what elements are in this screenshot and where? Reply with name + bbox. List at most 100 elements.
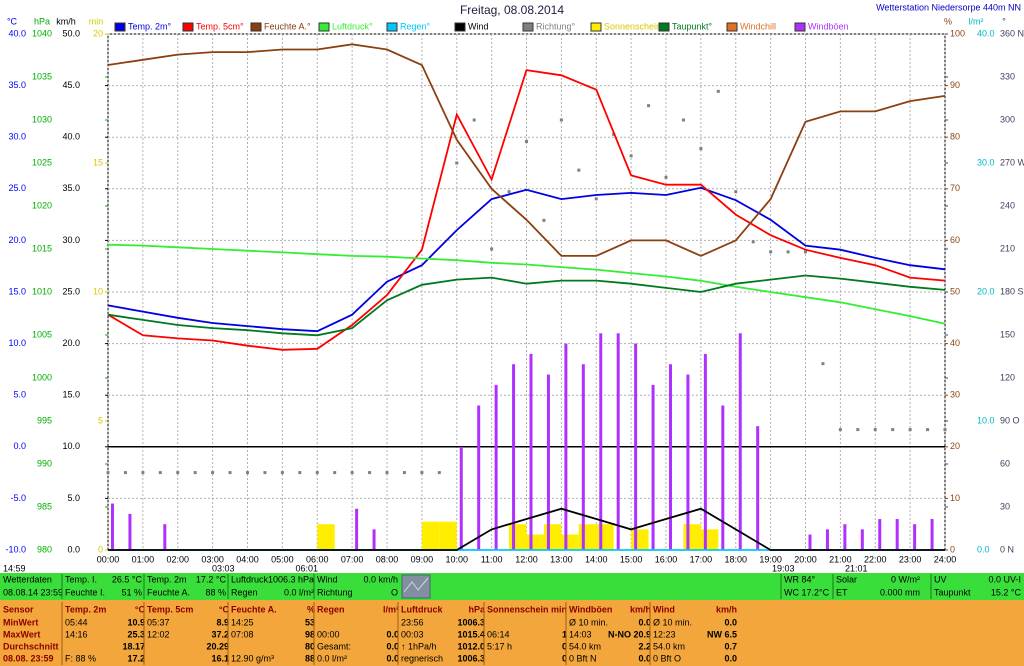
table-header: Durchschnitt: [3, 641, 59, 651]
y-tick-label: 990: [37, 458, 52, 468]
y-tick-label: 270 W: [1000, 157, 1024, 167]
y-tick-label: 0.0: [67, 544, 80, 554]
direction-dot: [437, 471, 441, 475]
gust-bar: [843, 524, 847, 550]
gust-bar: [913, 524, 917, 550]
direction-dot: [594, 197, 598, 201]
status-value: O: [391, 587, 398, 597]
table-header: MinWert: [3, 617, 38, 627]
table-cell: 14:25: [231, 617, 254, 627]
table-cell: 05:44: [65, 617, 88, 627]
axis-unit: km/h: [56, 16, 76, 26]
direction-dot: [246, 471, 249, 475]
table-cell: 0: [562, 653, 567, 663]
gust-bar: [669, 364, 672, 550]
table-header: hPa: [468, 604, 486, 614]
table-header: Sensor: [3, 604, 34, 614]
status-label: Feuchte I.: [65, 587, 105, 597]
status-value: 26.5 °C: [112, 574, 143, 584]
sunshine-bar: [543, 524, 562, 550]
direction-dot: [106, 471, 110, 475]
direction-dot: [193, 471, 197, 475]
table-cell: 1006.3: [457, 617, 485, 627]
gust-bar: [355, 508, 359, 550]
y-tick-label: 40: [950, 338, 960, 348]
y-tick-label: 980: [37, 544, 52, 554]
series-line: [107, 243, 946, 325]
x-tick-label: 05:00: [271, 554, 294, 564]
gust-bar: [599, 333, 603, 550]
time-annotation: 14:59: [3, 563, 26, 573]
gust-bar: [529, 353, 533, 550]
direction-dot: [350, 471, 354, 475]
direction-dot: [542, 218, 546, 222]
sunshine-bar: [631, 529, 649, 550]
direction-dot: [734, 190, 738, 194]
y-tick-label: -10.0: [5, 544, 26, 554]
y-tick-label: 60: [1000, 458, 1010, 468]
direction-dot: [507, 190, 511, 194]
time-annotation: 21:01: [845, 563, 868, 573]
direction-dot: [751, 240, 755, 244]
y-tick-label: 25.0: [62, 286, 80, 296]
y-tick-label: 1015: [32, 243, 52, 253]
sunshine-bar: [561, 534, 579, 550]
gust-bar: [895, 519, 899, 550]
x-tick-label: 22:00: [864, 554, 887, 564]
table-cell: 14:03: [569, 629, 592, 639]
direction-dot: [402, 471, 406, 475]
table-cell: 1: [562, 629, 567, 639]
y-tick-label: 30.0: [62, 235, 80, 245]
status-value: 88 %: [205, 587, 226, 597]
direction-dot: [699, 147, 703, 151]
table-cell: Ø 10 min.: [569, 617, 608, 627]
direction-dot: [123, 471, 127, 475]
x-tick-label: 11:00: [481, 554, 503, 564]
table-header: Wind: [653, 604, 675, 614]
y-tick-label: 100: [950, 28, 965, 38]
y-tick-label: 995: [37, 415, 52, 425]
legend-label: Wind: [468, 21, 489, 31]
gust-bar: [860, 529, 864, 550]
gust-bar: [878, 519, 882, 550]
direction-dot: [141, 471, 145, 475]
direction-dot: [891, 428, 895, 432]
table-cell: 17.2: [127, 653, 145, 663]
x-tick-label: 07:00: [341, 554, 364, 564]
y-tick-label: 90 O: [1000, 415, 1020, 425]
direction-dot: [455, 161, 459, 165]
table-cell: 80: [305, 641, 315, 651]
y-tick-label: 35.0: [62, 183, 80, 193]
x-tick-label: 04:00: [236, 554, 259, 564]
table-cell: 20.29: [206, 641, 229, 651]
x-tick-label: 10:00: [445, 554, 468, 564]
table-cell: 0: [562, 641, 567, 651]
legend-swatch: [726, 22, 738, 32]
x-tick-label: 12:00: [515, 554, 538, 564]
y-tick-label: 1000: [32, 372, 52, 382]
table-cell: 53: [305, 617, 315, 627]
table-cell: 00:03: [401, 629, 424, 639]
y-tick-label: 10.0: [62, 441, 80, 451]
series-line: [107, 69, 946, 351]
y-tick-label: 15.0: [62, 390, 80, 400]
table-header: km/h: [630, 604, 651, 614]
direction-dot: [228, 471, 232, 475]
y-tick-label: 330: [1000, 71, 1015, 81]
status-value: 17.2 °C: [196, 574, 227, 584]
axis-unit: °: [1002, 16, 1006, 26]
y-tick-label: 120: [1000, 372, 1015, 382]
legend-label: Feuchte A.°: [264, 21, 311, 31]
y-tick-label: 1005: [32, 329, 52, 339]
direction-dot: [943, 428, 947, 432]
y-tick-label: 25.0: [8, 183, 26, 193]
direction-dot: [821, 362, 825, 366]
status-label: Regen: [231, 587, 258, 597]
direction-dot: [525, 140, 528, 143]
status-label: Taupunkt: [934, 587, 971, 597]
axis-unit: l/m²: [969, 16, 984, 26]
direction-dot: [873, 428, 877, 432]
table-cell: 0.0: [724, 653, 737, 663]
gust-bar: [494, 384, 498, 550]
